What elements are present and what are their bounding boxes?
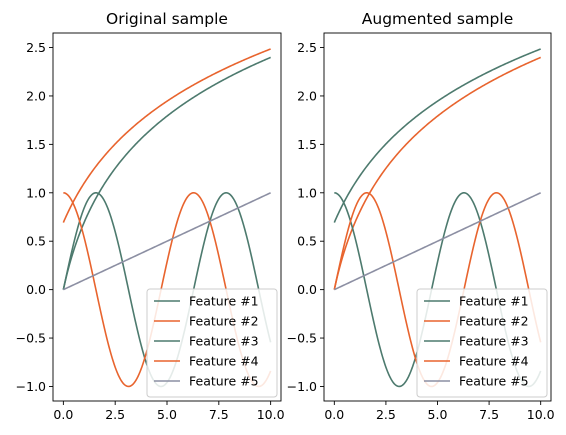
x-tick-label: 10.0: [527, 407, 555, 422]
y-tick-label: 2.5: [26, 40, 46, 55]
chart-title: Augmented sample: [362, 10, 513, 28]
y-tick-label: 0.5: [297, 234, 317, 249]
x-tick-label: 5.0: [428, 407, 448, 422]
chart-panel-2: Augmented sample 0.0 2.5 5.0 7.5 10.0 −1.0 −0.5…: [287, 10, 555, 422]
chart-panel-1: Original sample 0.0 2.5 5.0 7.5 10.0 −1.0 −0.5 0…: [16, 10, 285, 422]
legend-label: Feature #3: [189, 334, 259, 349]
y-tick-label: 2.0: [26, 88, 46, 103]
y-tick-label: 0.0: [297, 282, 317, 297]
x-tick-label: 10.0: [257, 407, 285, 422]
y-tick-label: 0.5: [26, 234, 46, 249]
y-tick-label: 1.5: [26, 137, 46, 152]
y-tick-label: 1.0: [26, 185, 46, 200]
legend-label: Feature #3: [459, 334, 529, 349]
legend-label: Feature #4: [189, 354, 259, 369]
series-line: [63, 192, 271, 291]
y-tick-label: −1.0: [287, 379, 317, 394]
legend: Feature #1 Feature #2 Feature #3 Feature #4…: [146, 288, 278, 398]
series-line: [62, 48, 271, 223]
series-line: [333, 192, 542, 291]
x-tick-label: 5.0: [157, 407, 177, 422]
legend: Feature #1 Feature #2 Feature #3 Feature #4…: [416, 288, 548, 398]
x-tick-label: 2.5: [376, 407, 396, 422]
series-line: [62, 56, 271, 290]
legend-box: [416, 288, 548, 398]
x-tick-label: 0.0: [53, 407, 73, 422]
series-line: [333, 56, 542, 290]
legend-label: Feature #1: [459, 294, 529, 309]
x-tick-label: 7.5: [209, 407, 229, 422]
y-tick-label: 2.0: [297, 88, 317, 103]
x-tick-label: 2.5: [105, 407, 125, 422]
y-tick-label: −1.0: [16, 379, 46, 394]
y-tick-label: 1.5: [297, 137, 317, 152]
x-tick-label: 0.0: [324, 407, 344, 422]
legend-label: Feature #4: [459, 354, 529, 369]
legend-label: Feature #2: [459, 314, 529, 329]
y-tick-label: 2.5: [297, 40, 317, 55]
legend-label: Feature #2: [189, 314, 259, 329]
y-tick-label: −0.5: [16, 331, 46, 346]
legend-box: [146, 288, 278, 398]
legend-label: Feature #5: [189, 374, 259, 389]
y-tick-label: −0.5: [287, 331, 317, 346]
x-tick-label: 7.5: [479, 407, 499, 422]
y-tick-label: 1.0: [297, 185, 317, 200]
series-line: [333, 48, 541, 223]
legend-label: Feature #1: [189, 294, 259, 309]
chart-title: Original sample: [106, 10, 228, 28]
legend-label: Feature #5: [459, 374, 529, 389]
y-tick-label: 0.0: [26, 282, 46, 297]
